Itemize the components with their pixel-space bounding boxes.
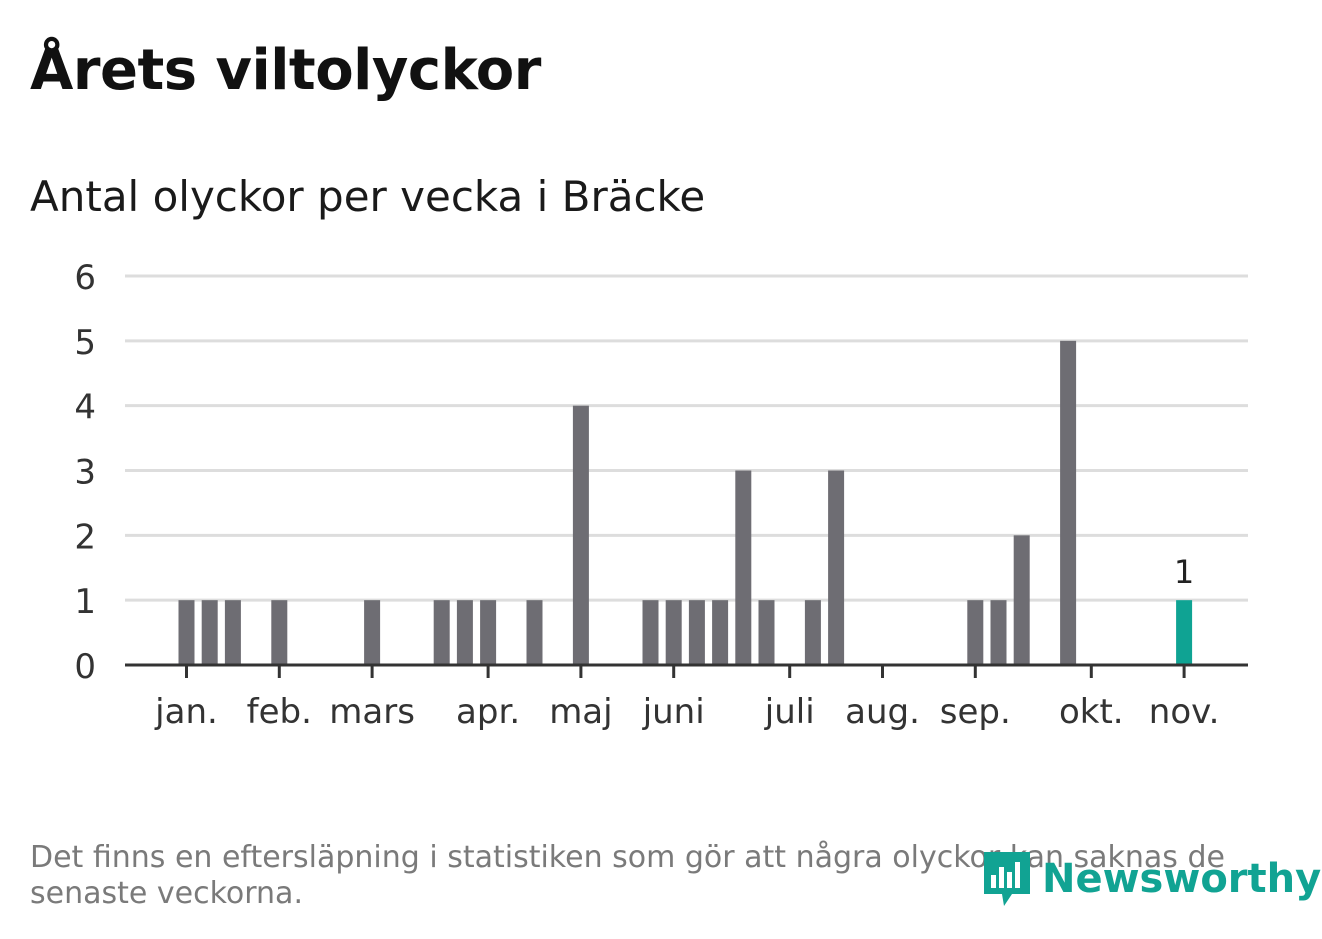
bar [526, 600, 543, 665]
bar [480, 600, 497, 665]
bar [967, 600, 984, 665]
bar [1060, 340, 1077, 665]
bar [224, 600, 241, 665]
x-tick-label: mars [329, 692, 415, 732]
bar [572, 405, 589, 665]
brand-logo: Newsworthy [982, 845, 1321, 913]
chart-subtitle: Antal olyckor per vecka i Bräcke [30, 172, 706, 221]
bar [990, 600, 1007, 665]
x-tick-label: juni [642, 692, 705, 732]
x-tick-label: jan. [154, 692, 218, 732]
bar [456, 600, 473, 665]
newsworthy-icon [984, 852, 1030, 906]
x-tick-label: maj [549, 692, 612, 732]
bar [828, 470, 845, 665]
x-tick-label: juli [764, 692, 815, 732]
bar [178, 600, 195, 665]
bar-latest-week [1176, 600, 1193, 665]
bar [688, 600, 705, 665]
y-tick-label: 3 [74, 453, 96, 493]
bar [665, 600, 682, 665]
bar [758, 600, 775, 665]
x-tick-label: feb. [247, 692, 312, 732]
y-tick-label: 0 [74, 647, 96, 687]
bar [364, 600, 381, 665]
x-tick-label: sep. [940, 692, 1011, 732]
bar [712, 600, 729, 665]
bar [735, 470, 752, 665]
x-tick-label: apr. [456, 692, 520, 732]
y-tick-label: 5 [74, 323, 96, 363]
bar [201, 600, 218, 665]
x-tick-label: okt. [1059, 692, 1124, 732]
x-tick-label: aug. [845, 692, 920, 732]
x-tick-label: nov. [1149, 692, 1220, 732]
bar [804, 600, 821, 665]
bar [271, 600, 288, 665]
y-tick-label: 1 [74, 582, 96, 622]
data-label: 1 [1174, 553, 1194, 591]
bar [642, 600, 659, 665]
y-tick-label: 4 [74, 388, 96, 428]
bar [1013, 535, 1030, 665]
bar-chart: 0 1 2 3 4 5 6 1 jan. feb. mars apr. maj juni juli aug. s… [74, 258, 1248, 732]
y-tick-label: 6 [74, 258, 96, 298]
y-tick-label: 2 [74, 517, 96, 557]
brand-name: Newsworthy [1042, 856, 1322, 902]
bar [433, 600, 450, 665]
chart-title: Årets viltolyckor [30, 38, 541, 103]
